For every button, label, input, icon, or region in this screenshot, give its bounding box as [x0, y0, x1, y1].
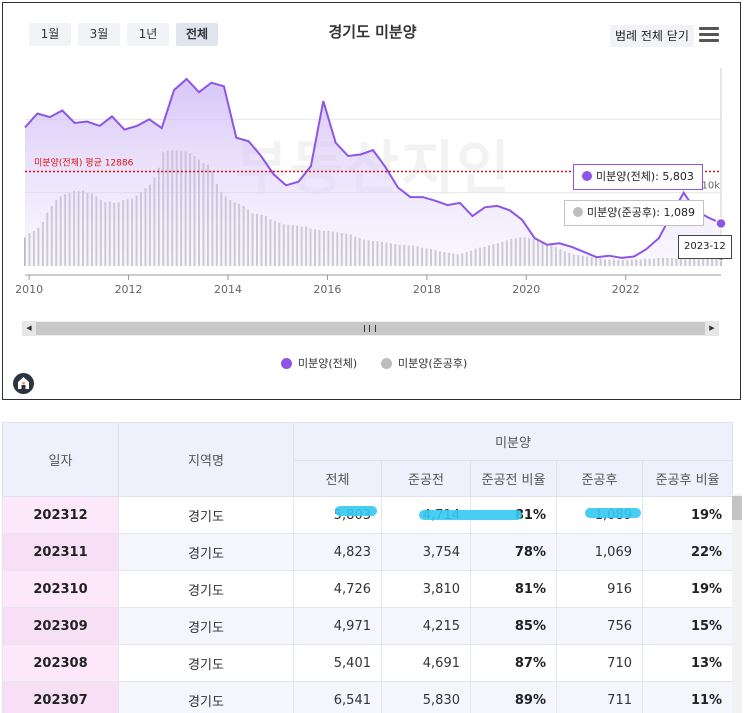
data-table-panel: 일자 지역명 미분양 전체 준공전 준공전 비율 준공후 준공후 비율 2023… — [2, 422, 742, 713]
table-row[interactable]: 202309 경기도 4,971 4,215 85% 756 15% — [2, 607, 734, 645]
range-button-1y[interactable]: 1년 — [127, 23, 169, 46]
scroll-right-icon[interactable]: ▶ — [705, 321, 719, 336]
legend-close-all-button[interactable]: 범례 전체 닫기 — [610, 25, 694, 47]
row-before-ratio: 85% — [470, 607, 557, 645]
tooltip-after: 미분양(준공후): 1,089 — [564, 200, 704, 226]
header-total[interactable]: 전체 — [293, 460, 382, 497]
row-date: 202307 — [2, 681, 119, 713]
row-after-ratio: 11% — [641, 681, 734, 713]
row-date: 202312 — [2, 496, 119, 534]
row-before: 3,754 — [381, 533, 471, 571]
line-total — [24, 77, 722, 259]
row-after: 710 — [556, 644, 643, 682]
date-tooltip: 2023-12 — [678, 235, 732, 259]
row-total: 5,401 — [293, 644, 382, 682]
x-tick-label: 2018 — [413, 283, 441, 296]
chart-panel: 1월 3월 1년 전체 경기도 미분양 범례 전체 닫기 부동산지인 미분양(전… — [2, 2, 741, 400]
table-vertical-scrollbar[interactable] — [732, 494, 742, 713]
chart-scrollbar[interactable]: ◀ ▶ — [22, 321, 719, 336]
x-tick-label: 2012 — [115, 283, 143, 296]
row-region: 경기도 — [118, 607, 294, 645]
y-tick-label: 10k — [701, 181, 720, 192]
range-button-1m[interactable]: 1월 — [29, 23, 71, 46]
legend-dot-total — [281, 358, 292, 369]
x-tick-label: 2022 — [612, 283, 640, 296]
highlight-mark — [585, 508, 641, 518]
row-before-ratio: 87% — [470, 644, 557, 682]
header-date[interactable]: 일자 — [2, 422, 119, 497]
row-region: 경기도 — [118, 681, 294, 713]
row-total: 4,971 — [293, 607, 382, 645]
header-region[interactable]: 지역명 — [118, 422, 294, 497]
tooltip-total-text: 미분양(전체): 5,803 — [596, 170, 694, 183]
highlight-mark — [335, 506, 377, 516]
row-after-ratio: 22% — [641, 533, 734, 571]
row-date: 202309 — [2, 607, 119, 645]
row-region: 경기도 — [118, 496, 294, 534]
row-after: 916 — [556, 570, 643, 608]
row-after: 756 — [556, 607, 643, 645]
row-before: 4,691 — [381, 644, 471, 682]
row-region: 경기도 — [118, 570, 294, 608]
row-date: 202310 — [2, 570, 119, 608]
table-row[interactable]: 202307 경기도 6,541 5,830 89% 711 11% — [2, 681, 734, 713]
row-after: 711 — [556, 681, 643, 713]
chart-title: 경기도 미분양 — [328, 23, 417, 41]
x-tick-label: 2014 — [214, 283, 242, 296]
header-after[interactable]: 준공후 — [556, 460, 643, 497]
data-table: 일자 지역명 미분양 전체 준공전 준공전 비율 준공후 준공후 비율 2023… — [2, 422, 734, 713]
legend-label-total: 미분양(전체) — [298, 357, 358, 370]
tooltip-total: 미분양(전체): 5,803 — [573, 164, 703, 190]
x-tick-label: 2016 — [313, 283, 341, 296]
scroll-grip-icon — [364, 325, 376, 332]
legend-label-after: 미분양(준공후) — [398, 357, 468, 370]
tooltip-after-text: 미분양(준공후): 1,089 — [587, 206, 695, 219]
table-scroll-thumb[interactable] — [732, 496, 742, 520]
row-total: 4,823 — [293, 533, 382, 571]
range-button-3m[interactable]: 3월 — [78, 23, 120, 46]
table-row[interactable]: 202310 경기도 4,726 3,810 81% 916 19% — [2, 570, 734, 608]
range-button-all[interactable]: 전체 — [176, 23, 218, 46]
scroll-thumb[interactable] — [36, 322, 705, 335]
row-after-ratio: 13% — [641, 644, 734, 682]
row-after-ratio: 19% — [641, 570, 734, 608]
header-before-ratio[interactable]: 준공전 비율 — [470, 460, 557, 497]
x-tick-label: 2010 — [15, 283, 43, 296]
row-after-ratio: 15% — [641, 607, 734, 645]
header-after-ratio[interactable]: 준공후 비율 — [641, 460, 734, 497]
row-before-ratio: 81% — [470, 570, 557, 608]
tooltip-total-dot — [582, 171, 592, 181]
row-region: 경기도 — [118, 644, 294, 682]
tooltip-after-dot — [573, 207, 583, 217]
row-before: 5,830 — [381, 681, 471, 713]
row-before-ratio: 89% — [470, 681, 557, 713]
row-after-ratio: 19% — [641, 496, 734, 534]
row-total: 4,726 — [293, 570, 382, 608]
row-after: 1,069 — [556, 533, 643, 571]
menu-icon[interactable] — [699, 27, 719, 43]
plot-area: 미분양(전체) 평균 12886 2010 2012 2014 2016 2018 202… — [15, 68, 727, 296]
legend-item-after[interactable]: 미분양(준공후) — [381, 355, 467, 371]
point-total-latest — [715, 217, 727, 230]
row-date: 202311 — [2, 533, 119, 571]
legend-dot-after — [381, 358, 392, 369]
row-before: 3,810 — [381, 570, 471, 608]
header-group-unsold: 미분양 — [292, 422, 734, 461]
row-region: 경기도 — [118, 533, 294, 571]
average-label: 미분양(전체) 평균 12886 — [34, 158, 134, 169]
table-row[interactable]: 202311 경기도 4,823 3,754 78% 1,069 22% — [2, 533, 734, 571]
x-tick-label: 2020 — [512, 283, 540, 296]
highlight-mark — [419, 510, 522, 520]
row-before: 4,215 — [381, 607, 471, 645]
row-total: 6,541 — [293, 681, 382, 713]
header-before[interactable]: 준공전 — [381, 460, 471, 497]
scroll-left-icon[interactable]: ◀ — [22, 321, 36, 336]
area-total — [25, 79, 721, 266]
home-icon[interactable] — [13, 373, 34, 394]
row-date: 202308 — [2, 644, 119, 682]
row-before-ratio: 78% — [470, 533, 557, 571]
table-row[interactable]: 202308 경기도 5,401 4,691 87% 710 13% — [2, 644, 734, 682]
legend-item-total[interactable]: 미분양(전체) — [281, 355, 357, 371]
